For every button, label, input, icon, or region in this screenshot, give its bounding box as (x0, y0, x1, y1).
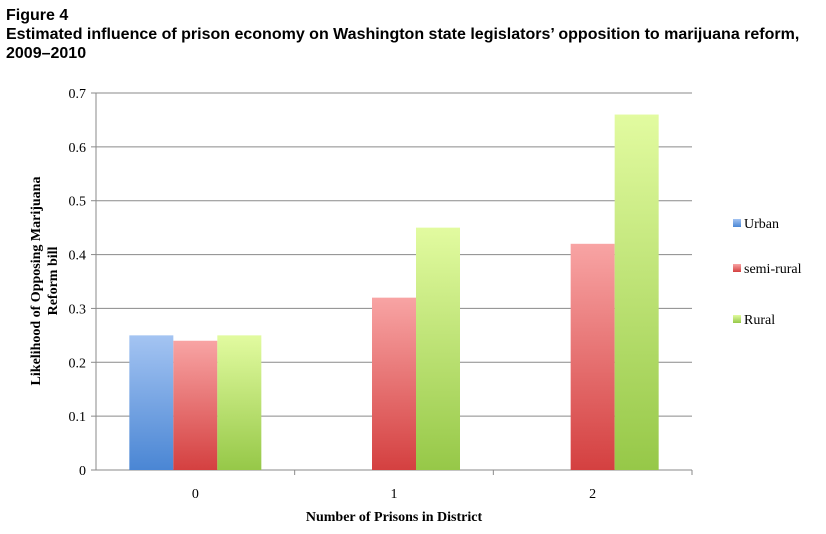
y-tick-label: 0.3 (69, 302, 87, 317)
bar-urban-0 (129, 335, 174, 470)
x-tick-label: 1 (391, 487, 398, 502)
bar-rural-1 (416, 227, 460, 470)
y-tick-label: 0.5 (69, 195, 87, 210)
bar-semi-rural-2 (570, 243, 615, 470)
x-tick-label: 0 (192, 487, 199, 502)
y-axis-label-line: Reform bill (46, 246, 61, 315)
y-tick-label: 0.7 (69, 87, 87, 102)
y-tick-label: 0 (79, 464, 86, 479)
x-tick-label: 2 (589, 487, 596, 502)
bar-rural-2 (614, 114, 659, 471)
legend: Urban semi-rural Rural (733, 217, 802, 328)
figure-heading: Figure 4 Estimated influence of prison e… (6, 6, 821, 63)
x-axis-label: Number of Prisons in District (306, 510, 483, 525)
legend-label: Urban (744, 217, 779, 232)
bar-semi-rural-0 (173, 340, 218, 470)
y-tick-label: 0.2 (69, 356, 87, 371)
legend-swatch (733, 219, 741, 227)
legend-label: semi-rural (744, 262, 802, 277)
bars (129, 114, 659, 471)
legend-swatch (733, 315, 741, 323)
y-axis-label-line: Likelihood of Opposing Marijuana (29, 177, 44, 386)
figure-title: Estimated influence of prison economy on… (6, 26, 800, 62)
y-tick-label: 0.6 (69, 141, 87, 156)
legend-label: Rural (744, 313, 775, 328)
bar-semi-rural-1 (372, 297, 416, 470)
axis-labels: 0 0.1 0.2 0.3 0.4 0.5 0.6 0.7 0 1 2 Number of Priso… (29, 87, 596, 525)
y-tick-label: 0.4 (69, 249, 87, 264)
legend-swatch (733, 264, 741, 272)
bar-rural-0 (217, 335, 262, 470)
figure-number: Figure 4 (6, 7, 69, 24)
y-tick-label: 0.1 (69, 410, 87, 425)
